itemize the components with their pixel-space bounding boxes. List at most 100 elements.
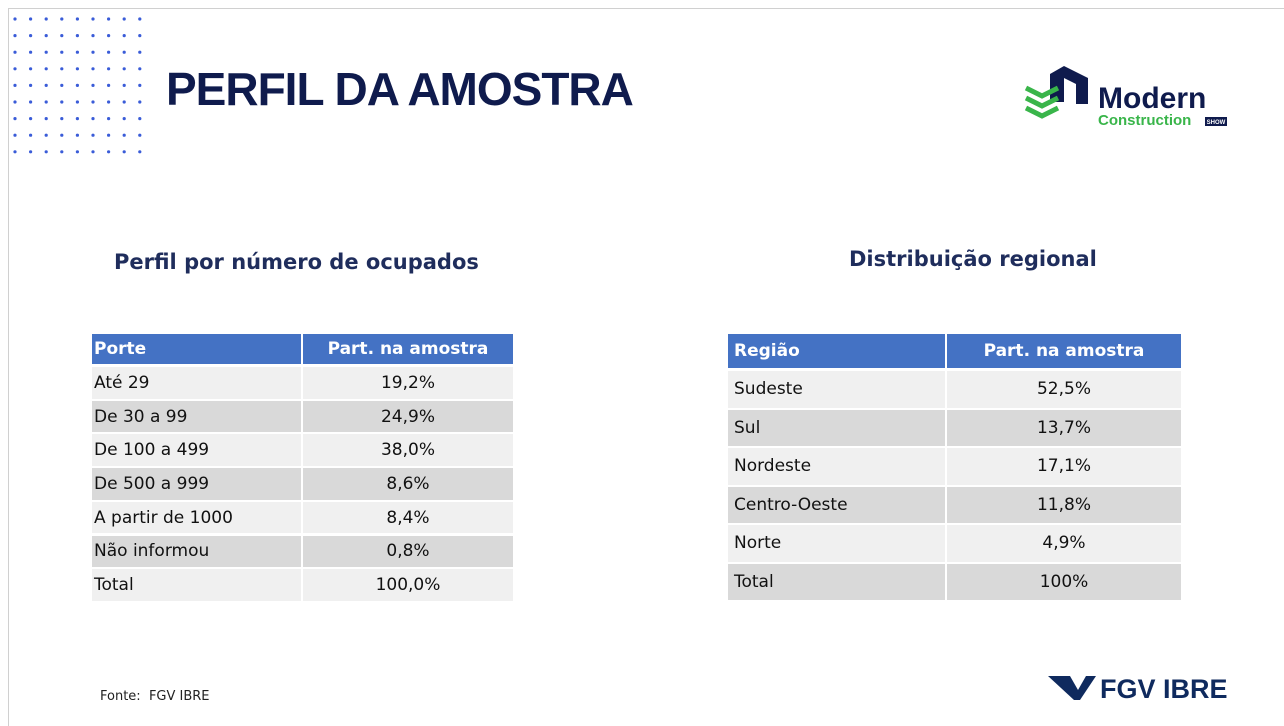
row-value: 52,5% [947,371,1181,408]
row-label: Total [728,563,945,600]
fgv-text: FGV IBRE [1100,674,1228,704]
row-label: Norte [728,525,945,562]
dot [138,150,142,154]
dot [60,34,64,38]
logo-tag-box [1205,117,1227,126]
row-value: 38,0% [303,434,513,467]
row-label: A partir de 1000 [92,501,301,534]
column-header: Região [728,334,945,368]
column-header: Porte [92,334,301,364]
dot [29,67,33,71]
row-value: 100% [947,563,1181,600]
dot [75,100,79,104]
dot [29,133,33,137]
row-label: Até 29 [92,367,301,399]
dot [91,17,95,21]
logo-chevron [1024,105,1060,119]
dot [60,133,64,137]
dot [138,17,142,21]
dot [29,100,33,104]
modern-logo: Modern Construction SHOW [1024,66,1227,129]
dot [13,100,17,104]
row-value: 13,7% [947,409,1181,446]
dot [75,17,79,21]
dot [29,50,33,54]
logo-shape [1050,66,1088,104]
dot [122,34,126,38]
dot [122,150,126,154]
dot [91,100,95,104]
table-title: Distribuição regional [849,247,1097,271]
dot [75,50,79,54]
row-label: Centro-Oeste [728,486,945,523]
row-value: 0,8% [303,535,513,568]
frame [8,8,1284,726]
dot [138,67,142,71]
dot [13,34,17,38]
dot [138,117,142,121]
dot [13,67,17,71]
row-value: 8,6% [303,468,513,500]
dot [29,83,33,87]
dot [44,100,48,104]
dot [91,117,95,121]
row-label: Sudeste [728,371,945,408]
dot [107,117,111,121]
dot [107,150,111,154]
dot [107,100,111,104]
dot [138,133,142,137]
dot [75,150,79,154]
dot [60,50,64,54]
dot [60,150,64,154]
dot-pattern [13,17,142,154]
source-note: Fonte: FGV IBRE [100,689,210,704]
dot [44,117,48,121]
dot [13,133,17,137]
dot [107,67,111,71]
page-title: PERFIL DA AMOSTRA [166,63,634,115]
dot [13,50,17,54]
dot [122,100,126,104]
dot [107,133,111,137]
row-label: De 500 a 999 [92,468,301,500]
dot [91,83,95,87]
dot [44,34,48,38]
dot [29,34,33,38]
table-title: Perfil por número de ocupados [114,250,479,274]
dot [122,17,126,21]
row-label: Nordeste [728,448,945,485]
dot [107,17,111,21]
dot [29,17,33,21]
dot [107,83,111,87]
dot [29,150,33,154]
dot [44,50,48,54]
row-value: 24,9% [303,400,513,433]
logo-chevron [1024,85,1060,99]
dot [13,83,17,87]
dot [75,117,79,121]
dot [138,100,142,104]
row-value: 8,4% [303,501,513,534]
dot [91,34,95,38]
dot [122,117,126,121]
row-value: 11,8% [947,486,1181,523]
logo-chevron [1024,95,1060,109]
fgv-mark [1048,676,1096,700]
row-value: 100,0% [303,569,513,601]
dot [44,133,48,137]
dot [138,50,142,54]
dot [91,150,95,154]
row-label: Não informou [92,535,301,568]
dot [91,50,95,54]
dot [122,133,126,137]
fgv-logo: FGV IBRE [1048,674,1228,704]
column-header: Part. na amostra [947,334,1181,368]
row-label: De 100 a 499 [92,434,301,467]
column-header: Part. na amostra [303,334,513,364]
dot [138,83,142,87]
dot [60,117,64,121]
dot [75,67,79,71]
dot [13,17,17,21]
dot [91,133,95,137]
